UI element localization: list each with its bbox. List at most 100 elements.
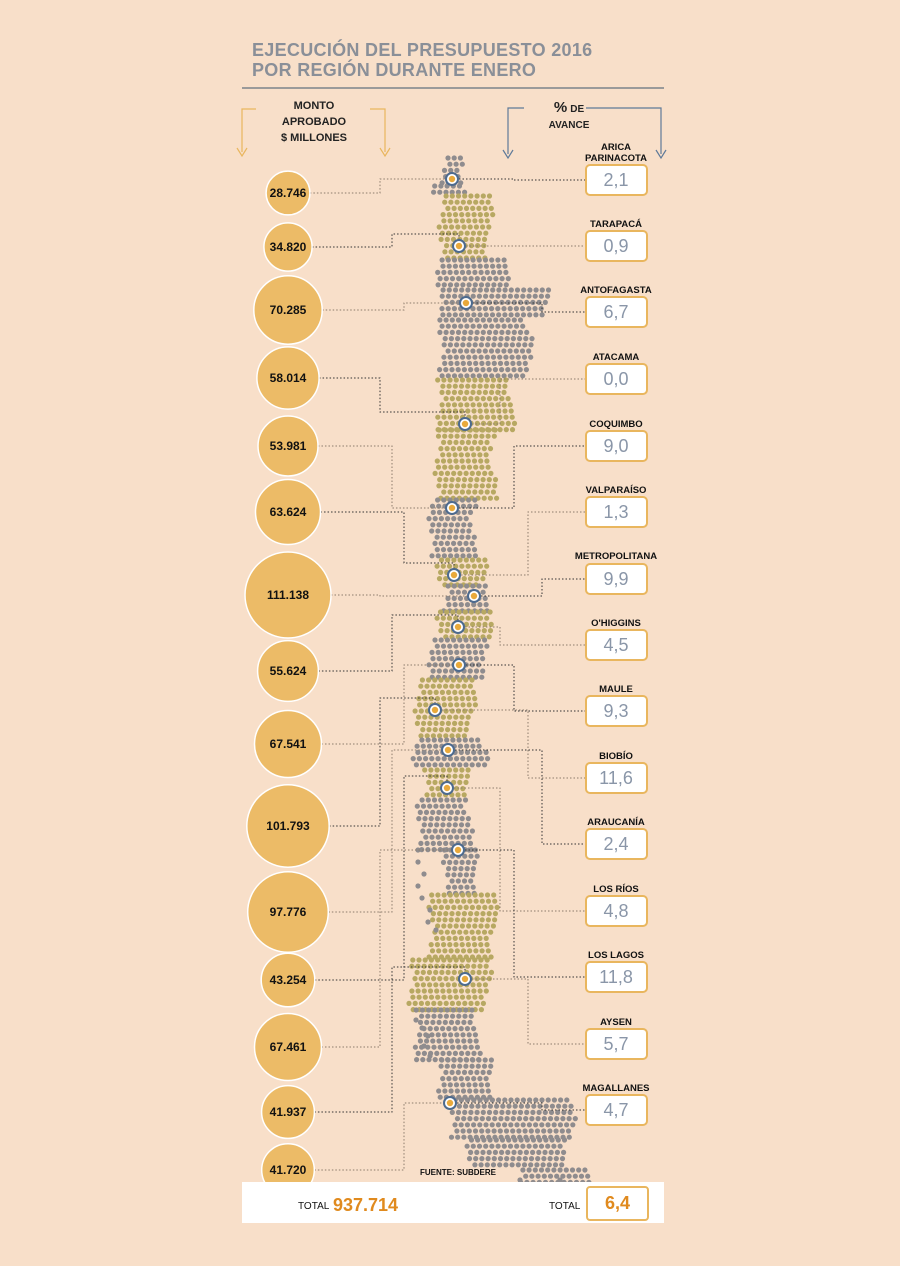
amount-circle-biobio xyxy=(246,784,330,868)
map-dot xyxy=(447,942,453,948)
map-dot xyxy=(468,737,475,743)
amount-label-magallanes: 41.720 xyxy=(270,1163,307,1177)
map-dot xyxy=(533,1122,539,1128)
map-dot xyxy=(503,354,509,360)
map-dot xyxy=(547,1156,553,1162)
map-dot xyxy=(452,720,458,727)
map-dot xyxy=(476,323,482,329)
pct-box-biobio xyxy=(585,762,648,794)
map-dot xyxy=(549,1103,556,1109)
map-dot xyxy=(448,522,454,528)
map-dot xyxy=(443,708,449,714)
map-dot xyxy=(414,720,420,727)
map-dot xyxy=(459,408,465,414)
map-dot xyxy=(484,489,490,495)
map-dot xyxy=(474,276,480,282)
map-dot xyxy=(448,898,454,904)
map-dot xyxy=(458,803,464,809)
map-dot xyxy=(453,1082,460,1088)
map-dot xyxy=(442,668,449,674)
map-dot xyxy=(438,446,444,452)
map-dot xyxy=(481,1063,488,1069)
map-dot xyxy=(454,464,460,470)
map-dot xyxy=(467,668,473,674)
map-dot xyxy=(459,942,465,948)
map-dot xyxy=(527,287,533,293)
map-dot xyxy=(472,957,478,963)
map-dot xyxy=(483,312,489,318)
map-dot xyxy=(503,1162,509,1168)
map-dot xyxy=(428,942,434,948)
map-dot xyxy=(443,853,449,859)
map-dot xyxy=(435,464,442,470)
map-dot xyxy=(448,1134,455,1140)
pct-arrow-right-icon xyxy=(655,149,667,160)
map-dot xyxy=(479,1116,485,1122)
map-dot xyxy=(477,615,484,621)
map-dot xyxy=(468,243,474,249)
map-dot xyxy=(539,1097,545,1103)
map-dot xyxy=(452,230,458,236)
map-dot xyxy=(434,988,440,994)
map-dot xyxy=(446,212,452,218)
map-dot xyxy=(465,408,471,414)
map-dot xyxy=(502,312,508,318)
map-dot xyxy=(491,892,497,898)
region-marker-antofagasta xyxy=(462,299,470,307)
pct-column-header: % DE AVANCE xyxy=(524,100,614,134)
map-dot xyxy=(481,1137,487,1143)
map-dot xyxy=(533,287,539,293)
map-dot xyxy=(471,988,477,994)
map-dot xyxy=(425,1000,431,1007)
map-dot xyxy=(455,1069,461,1075)
map-dot xyxy=(487,446,494,452)
map-dot xyxy=(458,1026,464,1032)
map-dot xyxy=(483,602,489,608)
map-dot xyxy=(493,276,499,282)
map-dot xyxy=(421,720,427,727)
map-dot xyxy=(490,263,496,269)
map-dot xyxy=(465,935,471,942)
map-dot xyxy=(477,1050,483,1056)
map-dot xyxy=(485,464,491,470)
map-dot xyxy=(473,360,479,366)
map-dot xyxy=(446,689,452,696)
map-dot xyxy=(474,1149,480,1155)
map-dot xyxy=(494,1103,500,1109)
map-dot xyxy=(545,293,551,299)
map-dot xyxy=(442,522,448,528)
map-dot xyxy=(442,809,448,816)
map-dot xyxy=(522,1128,528,1134)
map-dot xyxy=(467,509,474,515)
map-dot xyxy=(467,656,473,662)
map-dot xyxy=(447,528,453,534)
map-dot xyxy=(431,1013,437,1019)
map-dot xyxy=(463,872,469,878)
map-dot xyxy=(449,976,455,982)
map-dot xyxy=(476,621,482,628)
map-dot xyxy=(472,342,478,348)
map-dot xyxy=(486,427,492,433)
map-dot xyxy=(463,929,469,935)
map-dot xyxy=(455,522,461,528)
map-dot xyxy=(545,1097,551,1103)
map-dot xyxy=(456,1103,462,1109)
map-dot xyxy=(508,1122,514,1128)
map-dot xyxy=(480,427,486,433)
map-dot xyxy=(499,299,505,305)
map-dot xyxy=(437,737,444,743)
map-dot xyxy=(435,834,441,840)
map-dot xyxy=(451,583,457,589)
map-dot xyxy=(474,317,480,323)
map-dot xyxy=(483,212,490,218)
map-dot xyxy=(447,892,453,898)
map-dot xyxy=(524,1109,530,1115)
map-dot xyxy=(458,963,464,969)
map-dot xyxy=(436,917,442,923)
map-dot xyxy=(422,714,428,720)
map-dot xyxy=(461,224,467,230)
map-dot xyxy=(459,615,465,621)
map-dot xyxy=(556,1103,562,1109)
map-dot xyxy=(474,1069,480,1075)
map-dot xyxy=(437,317,443,323)
